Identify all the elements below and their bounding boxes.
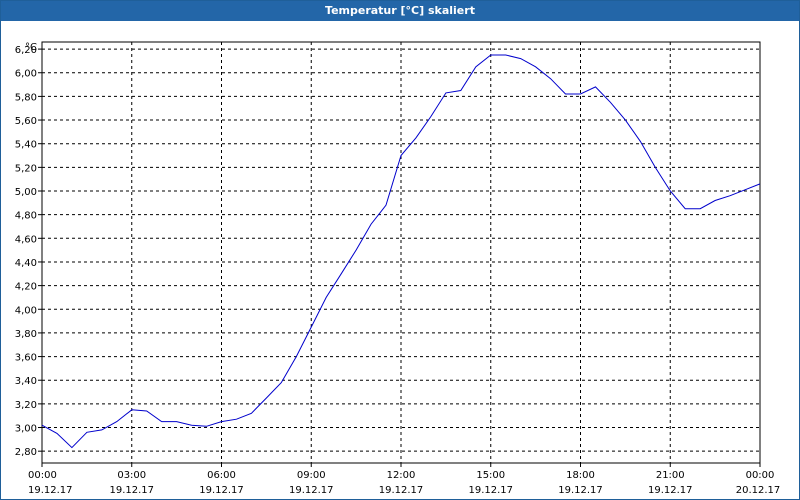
x-tick-date: 19.12.17 bbox=[468, 485, 513, 496]
y-tick-label: 6,20 bbox=[15, 45, 37, 56]
y-tick-label: 5,20 bbox=[15, 163, 37, 174]
x-tick-date: 19.12.17 bbox=[379, 485, 424, 496]
y-tick-label: 5,40 bbox=[15, 140, 37, 151]
x-tick-date: 19.12.17 bbox=[648, 485, 693, 496]
x-tick-date: 19.12.17 bbox=[289, 485, 334, 496]
plot-area bbox=[41, 41, 761, 464]
x-tick-time: 03:00 bbox=[117, 470, 146, 481]
temperature-chart: 2,80 3,00 3,20 3,40 3,60 3,80 4,00 4,20 4,40 4,60… bbox=[15, 41, 780, 496]
y-axis-unit: °C bbox=[25, 42, 37, 53]
y-axis-ticks: 2,80 3,00 3,20 3,40 3,60 3,80 4,00 4,20 4,40 4,60… bbox=[15, 45, 42, 458]
x-tick-time: 18:00 bbox=[566, 470, 595, 481]
y-tick-label: 4,80 bbox=[15, 211, 37, 222]
x-tick-date: 19.12.17 bbox=[558, 485, 603, 496]
y-tick-label: 4,00 bbox=[15, 305, 37, 316]
y-tick-label: 4,40 bbox=[15, 258, 37, 269]
x-tick-time: 00:00 bbox=[28, 470, 57, 481]
y-tick-label: 4,60 bbox=[15, 234, 37, 245]
x-tick-time: 15:00 bbox=[476, 470, 505, 481]
x-tick-date: 19.12.17 bbox=[109, 485, 154, 496]
x-tick-time: 12:00 bbox=[387, 470, 416, 481]
y-tick-label: 5,60 bbox=[15, 116, 37, 127]
y-tick-label: 5,80 bbox=[15, 92, 37, 103]
x-tick-date: 20.12.17 bbox=[736, 485, 781, 496]
y-tick-label: 3,40 bbox=[15, 376, 37, 387]
temperature-line bbox=[41, 54, 761, 449]
y-tick-label: 5,00 bbox=[15, 187, 37, 198]
y-tick-label: 3,20 bbox=[15, 400, 37, 411]
y-tick-label: 2,80 bbox=[15, 447, 37, 458]
y-tick-label: 3,00 bbox=[15, 424, 37, 435]
x-tick-time: 00:00 bbox=[746, 470, 775, 481]
y-tick-label: 6,00 bbox=[15, 69, 37, 80]
x-tick-time: 09:00 bbox=[297, 470, 326, 481]
y-tick-label: 3,60 bbox=[15, 353, 37, 364]
x-tick-date: 19.12.17 bbox=[199, 485, 244, 496]
x-tick-time: 21:00 bbox=[656, 470, 685, 481]
window-title: Temperatur [°C] skaliert bbox=[1, 1, 799, 21]
y-tick-label: 4,20 bbox=[15, 282, 37, 293]
x-tick-time: 06:00 bbox=[207, 470, 236, 481]
x-tick-date: 19.12.17 bbox=[28, 485, 73, 496]
y-tick-label: 3,80 bbox=[15, 329, 37, 340]
grid bbox=[42, 42, 760, 463]
x-axis-ticks: 00:00 19.12.17 03:00 19.12.17 06:00 19.12.17 0… bbox=[28, 463, 780, 496]
